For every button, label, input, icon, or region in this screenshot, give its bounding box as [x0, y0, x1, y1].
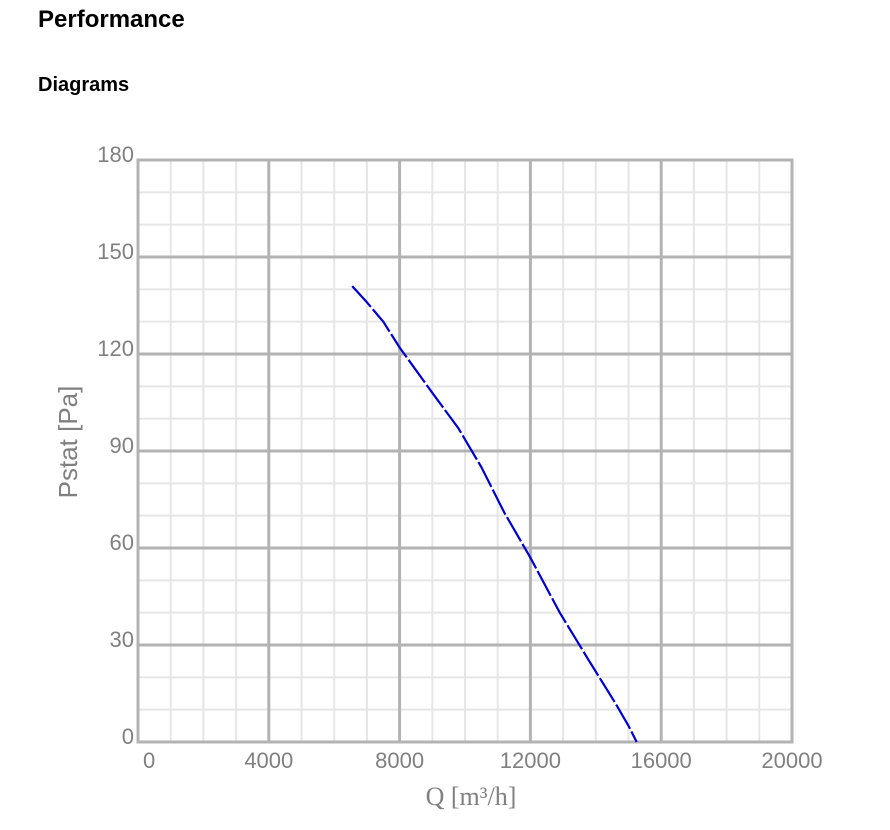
y-tick-label: 150 [97, 239, 134, 264]
tick-labels: 0 4000 8000 12000 16000 20000 0 30 60 90 120 150 180 [97, 142, 822, 773]
series-layer [351, 285, 638, 743]
y-tick-label: 120 [97, 336, 134, 361]
page-title: Performance [38, 6, 185, 33]
section-title: Diagrams [38, 74, 130, 96]
x-tick-label: 0 [143, 748, 155, 773]
x-tick-label: 12000 [500, 748, 561, 773]
y-tick-label: 180 [97, 142, 134, 167]
x-tick-label: 4000 [244, 748, 293, 773]
x-tick-label: 20000 [761, 748, 822, 773]
plot-frame [136, 158, 794, 744]
y-tick-label: 60 [110, 530, 134, 555]
y-tick-label: 90 [110, 433, 134, 458]
y-tick-label: 0 [122, 724, 134, 749]
major-gridlines [136, 158, 794, 744]
x-axis-label: Q [m³/h] [426, 782, 517, 811]
x-tick-label: 8000 [375, 748, 424, 773]
performance-curve [351, 285, 638, 743]
x-tick-label: 16000 [631, 748, 692, 773]
y-axis-label: Pstat [Pa] [53, 386, 83, 499]
y-tick-label: 30 [110, 627, 134, 652]
